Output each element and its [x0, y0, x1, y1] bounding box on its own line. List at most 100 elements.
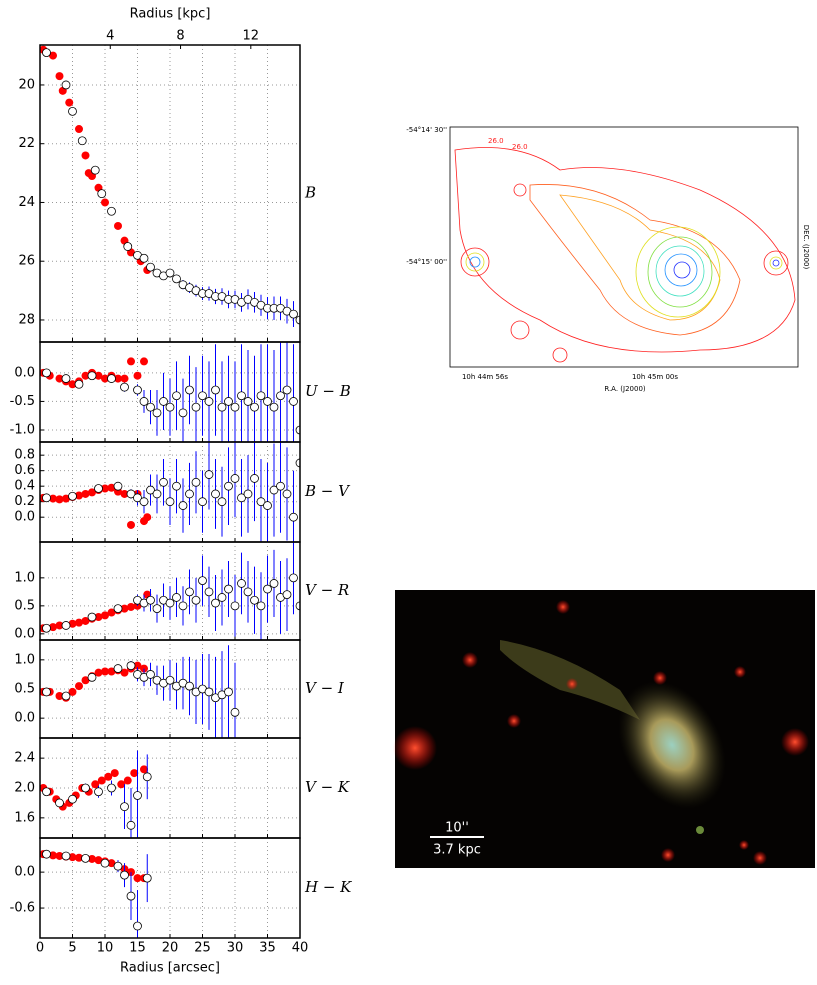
data-point — [178, 601, 188, 611]
data-point — [107, 206, 116, 216]
data-point — [127, 357, 135, 366]
data-point — [68, 853, 77, 862]
data-point — [204, 687, 214, 697]
ra-tick-label: 10h 44m 56s — [462, 373, 508, 381]
data-point — [224, 687, 233, 697]
y-tick-label: 1.6 — [14, 810, 35, 825]
data-point — [123, 776, 132, 785]
data-point — [126, 820, 136, 830]
data-point — [94, 484, 103, 493]
data-point — [211, 489, 220, 499]
data-point — [75, 618, 83, 627]
data-point — [42, 48, 51, 58]
data-point — [90, 165, 100, 175]
data-point — [126, 489, 136, 499]
data-point — [289, 397, 298, 406]
x2-tick-label: 8 — [176, 29, 184, 44]
data-point — [276, 391, 285, 401]
contour-label: 26.0 — [488, 137, 504, 145]
data-point — [269, 579, 279, 588]
data-point — [107, 608, 116, 617]
data-point — [126, 661, 136, 671]
y-tick-label: 0.0 — [14, 626, 35, 641]
data-point — [224, 481, 233, 491]
data-point — [133, 385, 142, 395]
data-point — [217, 593, 227, 602]
dec-tick-label: -54°15' 00'' — [406, 258, 447, 266]
data-point — [256, 601, 266, 611]
data-point — [87, 672, 97, 682]
data-point — [91, 780, 100, 789]
data-point — [107, 783, 116, 793]
data-point — [243, 587, 253, 597]
data-point — [42, 368, 51, 378]
x-tick-label: 15 — [129, 941, 146, 956]
data-point — [159, 397, 168, 406]
data-point — [107, 483, 116, 492]
data-point — [114, 221, 122, 230]
y-tick-label: -1.0 — [10, 423, 35, 438]
data-point — [61, 80, 71, 90]
y-tick-label: 0.0 — [14, 365, 35, 380]
data-point — [61, 374, 71, 383]
data-point — [68, 491, 77, 501]
data-point — [113, 481, 123, 491]
data-point — [224, 584, 233, 594]
data-point — [120, 374, 129, 383]
galaxy-image: 10'' 3.7 kpc — [393, 590, 815, 868]
data-point — [75, 125, 83, 134]
data-point — [269, 485, 279, 495]
data-point — [81, 489, 90, 498]
data-point — [250, 402, 259, 412]
data-point — [42, 849, 51, 859]
data-point — [42, 687, 51, 697]
data-point — [113, 604, 123, 614]
data-point — [75, 682, 83, 691]
data-point — [81, 783, 90, 793]
data-point — [295, 601, 300, 611]
data-point — [204, 587, 214, 597]
data-point — [113, 664, 123, 673]
x-tick-label: 0 — [36, 941, 44, 956]
data-point — [250, 595, 259, 605]
data-point — [263, 501, 272, 510]
data-point — [282, 489, 292, 499]
data-point — [101, 611, 109, 620]
data-point — [104, 772, 113, 781]
x2-tick-label: 12 — [243, 29, 260, 44]
data-point — [143, 513, 152, 522]
data-point — [81, 371, 90, 380]
data-point — [282, 385, 292, 395]
data-point — [172, 391, 181, 401]
data-point — [55, 692, 64, 700]
data-point — [61, 851, 71, 861]
data-point — [94, 371, 103, 380]
data-point — [55, 798, 64, 808]
data-point — [94, 787, 103, 797]
data-point — [68, 106, 77, 116]
data-point — [165, 675, 175, 685]
data-point — [263, 397, 272, 406]
data-point — [68, 619, 77, 628]
data-point — [110, 769, 119, 778]
data-point — [88, 488, 96, 497]
scale-bar-kpc: 3.7 kpc — [433, 843, 481, 858]
y-axis-label: U − B — [305, 382, 351, 400]
data-point — [185, 385, 194, 395]
data-point — [152, 489, 162, 499]
data-point — [42, 623, 51, 633]
data-point — [120, 802, 129, 812]
y-tick-label: 26 — [18, 254, 35, 269]
data-point — [185, 489, 194, 499]
y-tick-label: 0.2 — [14, 494, 35, 509]
data-point — [172, 274, 181, 284]
data-point — [204, 470, 214, 479]
contour-map: -54°14' 30'' -54°15' 00'' 10h 44m 56s 10… — [406, 126, 810, 393]
data-point — [120, 382, 129, 392]
y-axis-label: H − K — [304, 878, 352, 896]
data-point — [204, 397, 214, 406]
data-point — [94, 613, 103, 622]
data-point — [68, 687, 77, 696]
data-point — [77, 136, 87, 146]
data-point — [101, 667, 109, 676]
